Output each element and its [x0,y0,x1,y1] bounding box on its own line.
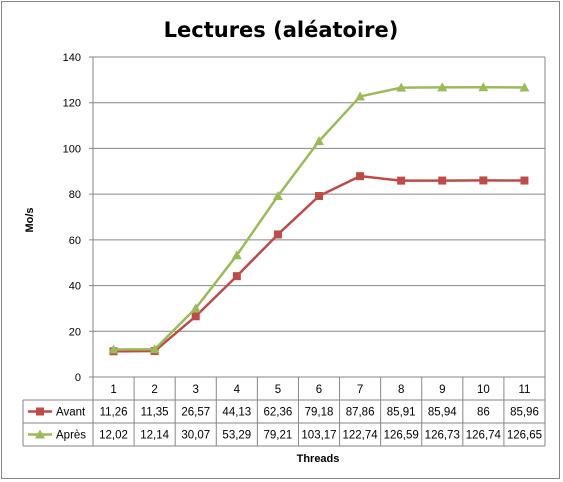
data-label: 126,59 [384,430,419,442]
data-point [315,192,323,201]
y-tick-label: 100 [63,143,81,155]
gridlines: 0 20 40 60 80 100 120 140 [63,52,546,384]
data-table: 1 2 3 4 5 6 7 8 9 10 11 Avant 11,26 11,35 26,57 44,13 62… [22,377,546,447]
y-tick-label: 0 [75,372,81,384]
data-point [438,176,447,185]
data-label: 12,02 [99,430,128,442]
data-point [273,230,282,239]
x-tick-label: 5 [275,384,281,396]
data-label: 53,29 [222,430,251,442]
data-point [272,190,283,200]
y-axis-label: Mo/s [24,207,36,232]
data-label: 103,17 [301,430,336,442]
data-point [149,344,160,354]
data-label: 79,21 [264,430,293,442]
data-point [437,82,448,92]
y-tick-label: 40 [69,281,81,293]
data-label: 126,74 [466,430,502,442]
x-tick-label: 3 [193,384,199,396]
y-tick-label: 80 [69,189,81,201]
data-point [190,303,201,313]
x-tick-label: 7 [357,384,363,396]
data-label: 122,74 [342,430,378,442]
data-point [520,176,529,185]
data-label: 26,57 [181,407,210,419]
data-label: 12,14 [140,430,169,442]
legend-marker [36,407,44,416]
y-tick-label: 20 [69,326,81,338]
data-label: 44,13 [222,407,251,419]
data-point [356,172,365,181]
data-label: 86 [477,407,490,419]
y-tick-label: 140 [63,52,81,64]
x-tick-label: 8 [398,384,404,396]
series-line [113,174,525,353]
data-label: 85,91 [387,407,416,419]
chart-title: Lectures (aléatoire) [164,18,399,42]
data-point [396,82,407,92]
data-label: 11,35 [141,407,169,419]
series-line [113,86,525,351]
data-point [478,82,489,92]
x-tick-label: 2 [151,384,157,396]
data-point [519,82,530,92]
data-point [397,176,406,185]
data-point [108,344,119,354]
data-point [231,250,242,260]
x-tick-label: 4 [234,384,241,396]
data-label: 79,18 [305,407,334,419]
x-tick-label: 11 [518,384,530,396]
data-point [355,91,366,101]
y-tick-label: 60 [69,235,81,247]
data-label: 85,94 [428,407,457,419]
data-label: 87,86 [346,407,375,419]
data-label: 85,96 [510,407,539,419]
data-point [191,312,200,321]
series-layer [108,82,530,356]
x-axis-label: Threads [297,453,340,465]
y-tick-label: 120 [63,98,81,110]
legend-label: Avant [56,407,86,419]
data-label: 126,73 [425,430,460,442]
x-tick-label: 6 [316,384,322,396]
data-point [232,272,241,281]
data-label: 11,26 [100,407,128,419]
x-tick-label: 1 [110,384,116,396]
x-tick-label: 9 [439,384,445,396]
legend-marker [35,429,45,439]
legend-label: Après [56,430,86,442]
data-point [479,176,488,185]
x-tick-label: 10 [477,384,490,396]
data-point [314,136,324,146]
data-label: 30,07 [181,430,210,442]
data-label: 126,65 [507,430,542,442]
data-label: 62,36 [264,407,293,419]
